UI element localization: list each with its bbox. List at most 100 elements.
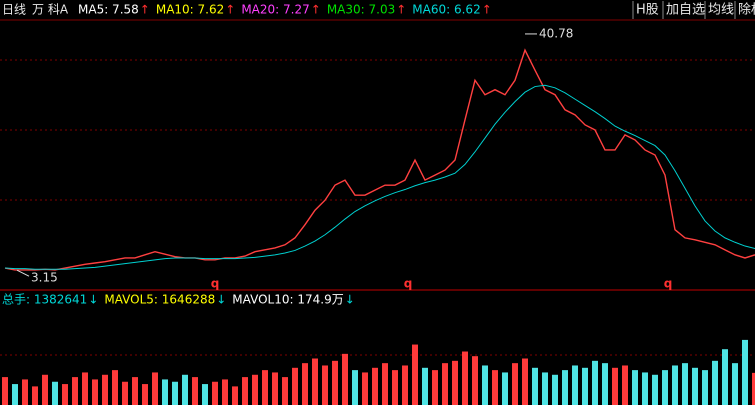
grid (0, 59, 755, 356)
volume-arrow: ↓ (88, 293, 98, 307)
volume-bar (702, 370, 708, 405)
volume-bar (252, 374, 258, 405)
volume-bar (692, 367, 698, 405)
button[interactable]: 加自选 (666, 3, 705, 18)
volume-bar (52, 381, 58, 405)
button[interactable]: H股 (636, 3, 659, 18)
volume-bar (642, 372, 648, 405)
volume-bar (142, 384, 148, 405)
volume-arrow: ↓ (345, 293, 355, 307)
volume-bar (652, 374, 658, 405)
volume-bar (682, 363, 688, 405)
ma-legend: MA5: 7.58 (78, 3, 139, 17)
volume-bar (372, 367, 378, 405)
volume-bar (212, 381, 218, 405)
volume-bar (312, 358, 318, 405)
volume-legend: MAVOL10: 174.9万 (232, 293, 343, 307)
volume-bar (242, 377, 248, 405)
volume-bar (222, 379, 228, 405)
volume-bar (12, 384, 18, 405)
volume-bar (322, 365, 328, 405)
volume-bar (732, 363, 738, 405)
high-label: 40.78 (539, 26, 573, 40)
volume-bar (542, 372, 548, 405)
volume-bar (132, 377, 138, 405)
volume-bar (172, 381, 178, 405)
price-line (4, 48, 755, 271)
ma-legend: MA60: 6.62 (412, 3, 480, 17)
volume-bar (72, 377, 78, 405)
ma-arrow: ↑ (482, 3, 492, 17)
volume-bar (622, 365, 628, 405)
volume-bar (192, 377, 198, 405)
volume-bar (342, 353, 348, 405)
volume-bar (572, 365, 578, 405)
volume-legend: 总手: 1382641 (2, 293, 87, 307)
period[interactable]: 日线 (2, 3, 26, 17)
volume-bar (582, 367, 588, 405)
ma-arrow: ↑ (140, 3, 150, 17)
volume-bar (452, 360, 458, 405)
volume-bar (632, 370, 638, 405)
volume-bar (162, 379, 168, 405)
volume-bar (592, 360, 598, 405)
ma-line (4, 84, 755, 270)
ma-legend: MA30: 7.03 (327, 3, 395, 17)
volume-bar (62, 384, 68, 405)
volume-bar (672, 365, 678, 405)
volume-bar (262, 370, 268, 405)
volume-bar (362, 372, 368, 405)
volume-arrow: ↓ (216, 293, 226, 307)
volume-bar (412, 344, 418, 405)
volume-bar (712, 360, 718, 405)
volume-bar (752, 372, 755, 405)
volume-bar (492, 370, 498, 405)
volume-bar (382, 363, 388, 405)
button[interactable]: 除权 (738, 2, 755, 18)
volume-bar (332, 360, 338, 405)
volume-bar (482, 365, 488, 405)
volume-bar (602, 363, 608, 405)
volume-bar (352, 370, 358, 405)
volume-bar (232, 386, 238, 405)
volume-bar (182, 374, 188, 405)
volume-bar (282, 377, 288, 405)
volume-bar (442, 363, 448, 405)
volume-bar (392, 370, 398, 405)
ma-arrow: ↑ (225, 3, 235, 17)
volume-bar (82, 372, 88, 405)
stock-name: 万 科A (32, 3, 69, 17)
volume-bar (152, 372, 158, 405)
low-label: 3.15 (31, 271, 58, 285)
volume-bar (522, 358, 528, 405)
volume-bar (472, 356, 478, 405)
button[interactable]: 均线 (708, 3, 734, 18)
volume-bar (512, 363, 518, 405)
volume-bar (122, 381, 128, 405)
volume-bar (302, 363, 308, 405)
volume-bar (532, 367, 538, 405)
ma-legend: MA10: 7.62 (156, 3, 224, 17)
volume-bar (662, 370, 668, 405)
volume-bar (292, 367, 298, 405)
volume-bar (202, 384, 208, 405)
volume-bar (102, 374, 108, 405)
volume-bar (402, 365, 408, 405)
volume-bar (462, 351, 468, 405)
volume-bar (92, 379, 98, 405)
ma-arrow: ↑ (311, 3, 321, 17)
volume-bar (552, 374, 558, 405)
volume-bar (32, 386, 38, 405)
ma-legend: MA20: 7.27 (241, 3, 309, 17)
ma-arrow: ↑ (396, 3, 406, 17)
volume-bar (422, 367, 428, 405)
volume-bar (22, 379, 28, 405)
marker: q (664, 277, 673, 291)
volume-bar (742, 339, 748, 405)
volume-legend: MAVOL5: 1646288 (104, 293, 215, 307)
volume-bar (502, 372, 508, 405)
low-pointer (16, 269, 30, 277)
volume-bar (612, 367, 618, 405)
volume-bar (42, 374, 48, 405)
